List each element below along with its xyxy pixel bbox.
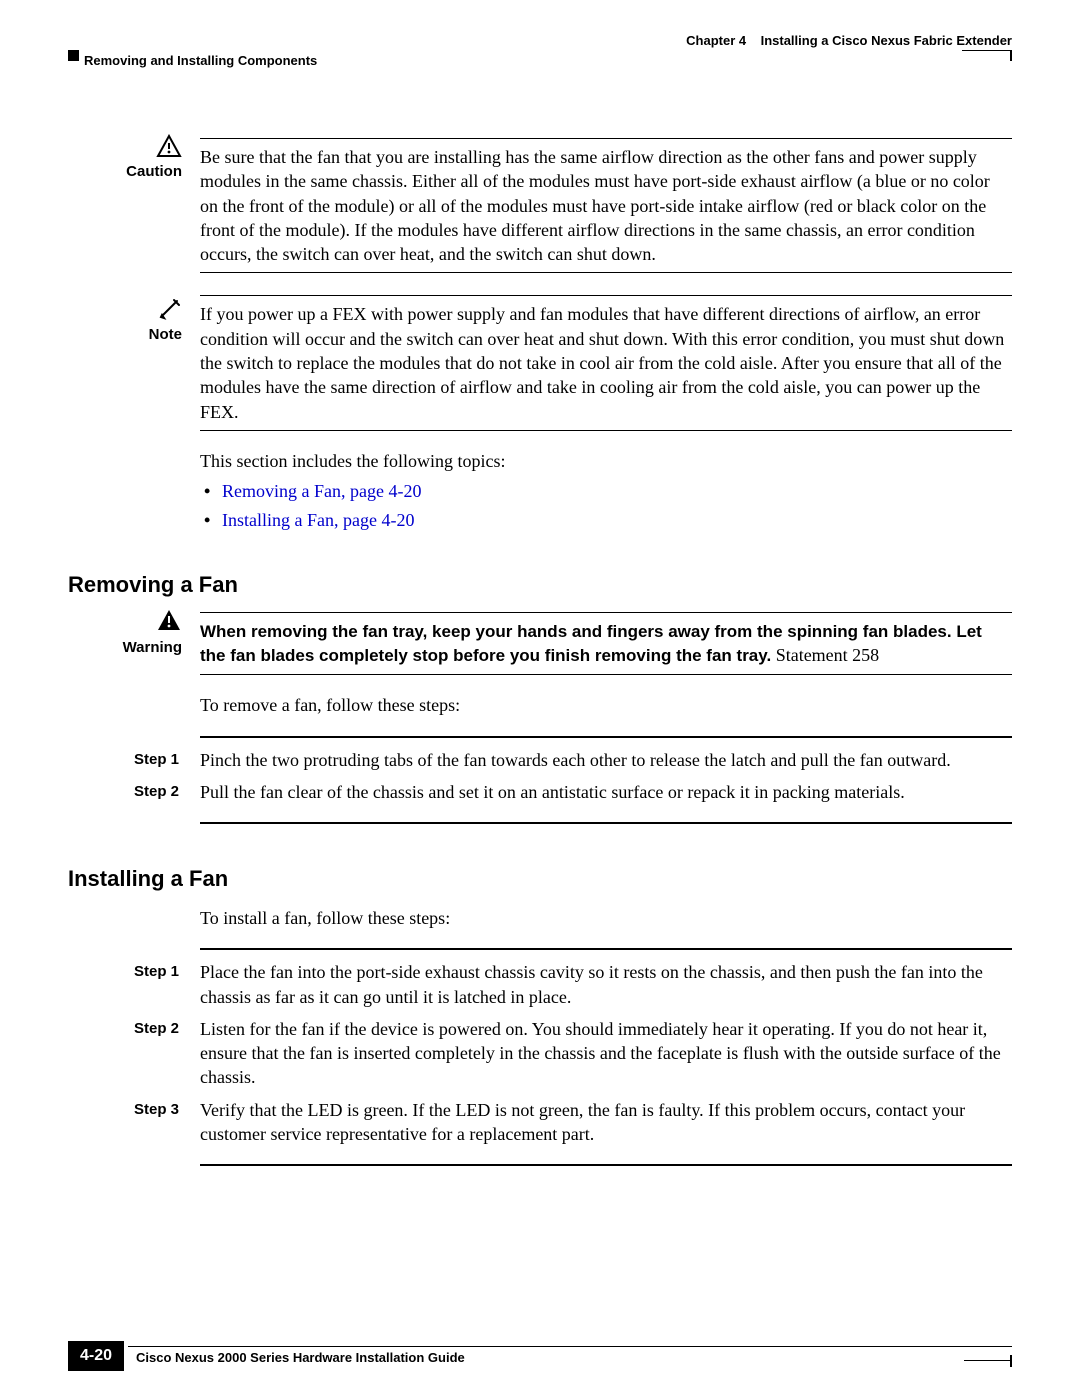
- step-row: Step 3 Verify that the LED is green. If …: [68, 1098, 1012, 1147]
- page-number: 4-20: [68, 1341, 124, 1371]
- warning-text-row: When removing the fan tray, keep your ha…: [200, 617, 1012, 669]
- caution-body: Be sure that the fan that you are instal…: [200, 138, 1012, 273]
- header-chapter: Chapter 4 Installing a Cisco Nexus Fabri…: [686, 32, 1012, 50]
- step-row: Step 1 Pinch the two protruding tabs of …: [68, 748, 1012, 772]
- topics-list: Removing a Fan, page 4-20 Installing a F…: [200, 479, 1012, 532]
- removing-intro-block: To remove a fan, follow these steps:: [68, 693, 1012, 717]
- page-content: Caution Be sure that the fan that you ar…: [68, 68, 1012, 1166]
- rule-heavy: [200, 1164, 1012, 1166]
- heading-installing-fan: Installing a Fan: [68, 864, 1012, 894]
- step-text: Pinch the two protruding tabs of the fan…: [200, 748, 1012, 772]
- header-square-icon: [68, 50, 79, 61]
- caution-label-col: Caution: [68, 138, 200, 273]
- note-body: If you power up a FEX with power supply …: [200, 295, 1012, 430]
- list-item: Installing a Fan, page 4-20: [222, 508, 1012, 532]
- note-label-col: Note: [68, 295, 200, 430]
- topics-body: This section includes the following topi…: [200, 449, 1012, 536]
- step-row: Step 2 Listen for the fan if the device …: [68, 1017, 1012, 1090]
- caution-label: Caution: [126, 163, 182, 180]
- caution-callout: Caution Be sure that the fan that you ar…: [68, 138, 1012, 273]
- chapter-label: Chapter 4: [686, 33, 746, 48]
- rule-heavy: [200, 822, 1012, 824]
- caution-text: Be sure that the fan that you are instal…: [200, 143, 1012, 266]
- installing-intro: To install a fan, follow these steps:: [200, 906, 1012, 930]
- removing-intro: To remove a fan, follow these steps:: [200, 693, 1012, 717]
- link-removing-fan[interactable]: Removing a Fan, page 4-20: [222, 481, 421, 501]
- topics-block: This section includes the following topi…: [68, 449, 1012, 536]
- note-label: Note: [149, 326, 182, 343]
- warning-body: When removing the fan tray, keep your ha…: [200, 612, 1012, 676]
- list-item: Removing a Fan, page 4-20: [222, 479, 1012, 503]
- warning-callout: Warning When removing the fan tray, keep…: [68, 612, 1012, 676]
- header-tick-icon: [1010, 50, 1012, 61]
- step-label: Step 2: [68, 1017, 200, 1090]
- footer-tick-icon: [1010, 1355, 1012, 1367]
- step-label: Step 1: [68, 960, 200, 1009]
- warning-icon: [156, 608, 182, 638]
- note-text: If you power up a FEX with power supply …: [200, 300, 1012, 423]
- rule-heavy: [200, 948, 1012, 950]
- header-section: Removing and Installing Components: [84, 52, 317, 70]
- spacer: [68, 906, 200, 930]
- step-label: Step 2: [68, 780, 200, 804]
- step-label: Step 3: [68, 1098, 200, 1147]
- step-row: Step 2 Pull the fan clear of the chassis…: [68, 780, 1012, 804]
- header-rule: [962, 50, 1012, 51]
- step-text: Listen for the fan if the device is powe…: [200, 1017, 1012, 1090]
- link-installing-fan[interactable]: Installing a Fan, page 4-20: [222, 510, 414, 530]
- footer-guide-title: Cisco Nexus 2000 Series Hardware Install…: [128, 1347, 1012, 1367]
- step-text: Pull the fan clear of the chassis and se…: [200, 780, 1012, 804]
- rule-heavy: [200, 736, 1012, 738]
- chapter-title: Installing a Cisco Nexus Fabric Extender: [761, 33, 1012, 48]
- step-label: Step 1: [68, 748, 200, 772]
- spacer: [68, 693, 200, 717]
- warning-label: Warning: [123, 639, 182, 656]
- page-footer: Cisco Nexus 2000 Series Hardware Install…: [68, 1346, 1012, 1367]
- footer-right-rule: [964, 1360, 1012, 1361]
- spacer: [68, 449, 200, 536]
- topics-intro: This section includes the following topi…: [200, 449, 1012, 473]
- footer-rule: Cisco Nexus 2000 Series Hardware Install…: [128, 1346, 1012, 1367]
- warning-statement: Statement 258: [771, 645, 879, 665]
- page-header: Chapter 4 Installing a Cisco Nexus Fabri…: [68, 32, 1012, 62]
- step-row: Step 1 Place the fan into the port-side …: [68, 960, 1012, 1009]
- step-text: Verify that the LED is green. If the LED…: [200, 1098, 1012, 1147]
- heading-removing-fan: Removing a Fan: [68, 570, 1012, 600]
- installing-intro-block: To install a fan, follow these steps:: [68, 906, 1012, 930]
- note-icon: [158, 297, 182, 327]
- step-text: Place the fan into the port-side exhaust…: [200, 960, 1012, 1009]
- caution-icon: [156, 134, 182, 164]
- note-callout: Note If you power up a FEX with power su…: [68, 295, 1012, 430]
- warning-label-col: Warning: [68, 612, 200, 676]
